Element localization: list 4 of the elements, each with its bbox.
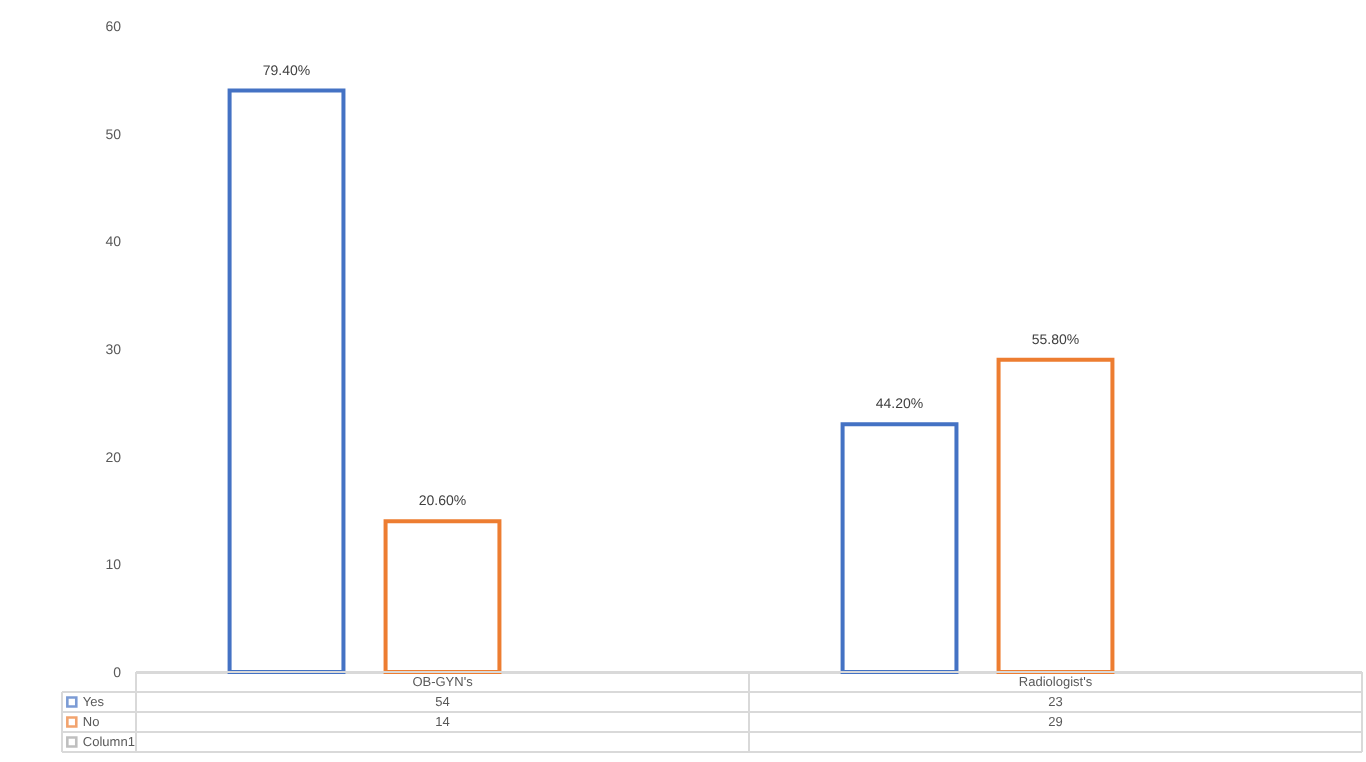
bar: [383, 519, 502, 674]
bar: [996, 357, 1115, 674]
bar: [840, 422, 959, 674]
bar: [227, 88, 346, 674]
